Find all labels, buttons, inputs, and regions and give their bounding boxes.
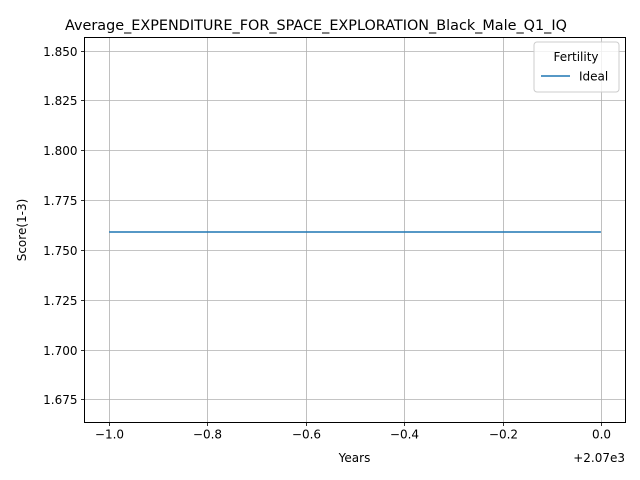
x-tick-label: −0.8 (193, 428, 222, 442)
y-tick-label: 1.800 (43, 144, 77, 158)
y-tick-label: 1.750 (43, 244, 77, 258)
legend-label-ideal: Ideal (579, 70, 608, 84)
legend-box (533, 41, 620, 93)
y-tick-label: 1.850 (43, 45, 77, 59)
x-tick-label: −0.4 (390, 428, 419, 442)
legend-title: Fertility (553, 50, 598, 64)
y-axis-label: Score(1-3) (15, 199, 29, 262)
chart-title: Average_EXPENDITURE_FOR_SPACE_EXPLORATIO… (65, 18, 567, 34)
grid-lines (84, 37, 626, 423)
x-tick-label: −0.6 (292, 428, 321, 442)
legend: Fertility Ideal (533, 41, 620, 93)
plot-area-frame (84, 37, 626, 423)
x-axis-ticks: −1.0 −0.8 −0.6 −0.4 −0.2 0.0 (95, 422, 611, 442)
y-tick-label: 1.725 (43, 294, 77, 308)
y-tick-label: 1.825 (43, 94, 77, 108)
x-tick-label: −0.2 (489, 428, 518, 442)
y-axis-ticks: 1.675 1.700 1.725 1.750 1.775 1.800 1.825 1.850 (43, 45, 85, 407)
y-tick-label: 1.775 (43, 194, 77, 208)
x-tick-label: −1.0 (95, 428, 124, 442)
y-tick-label: 1.700 (43, 344, 77, 358)
x-axis-offset-label: +2.07e3 (573, 451, 625, 465)
x-axis-label: Years (338, 451, 371, 465)
y-tick-label: 1.675 (43, 393, 77, 407)
x-tick-label: 0.0 (592, 428, 611, 442)
